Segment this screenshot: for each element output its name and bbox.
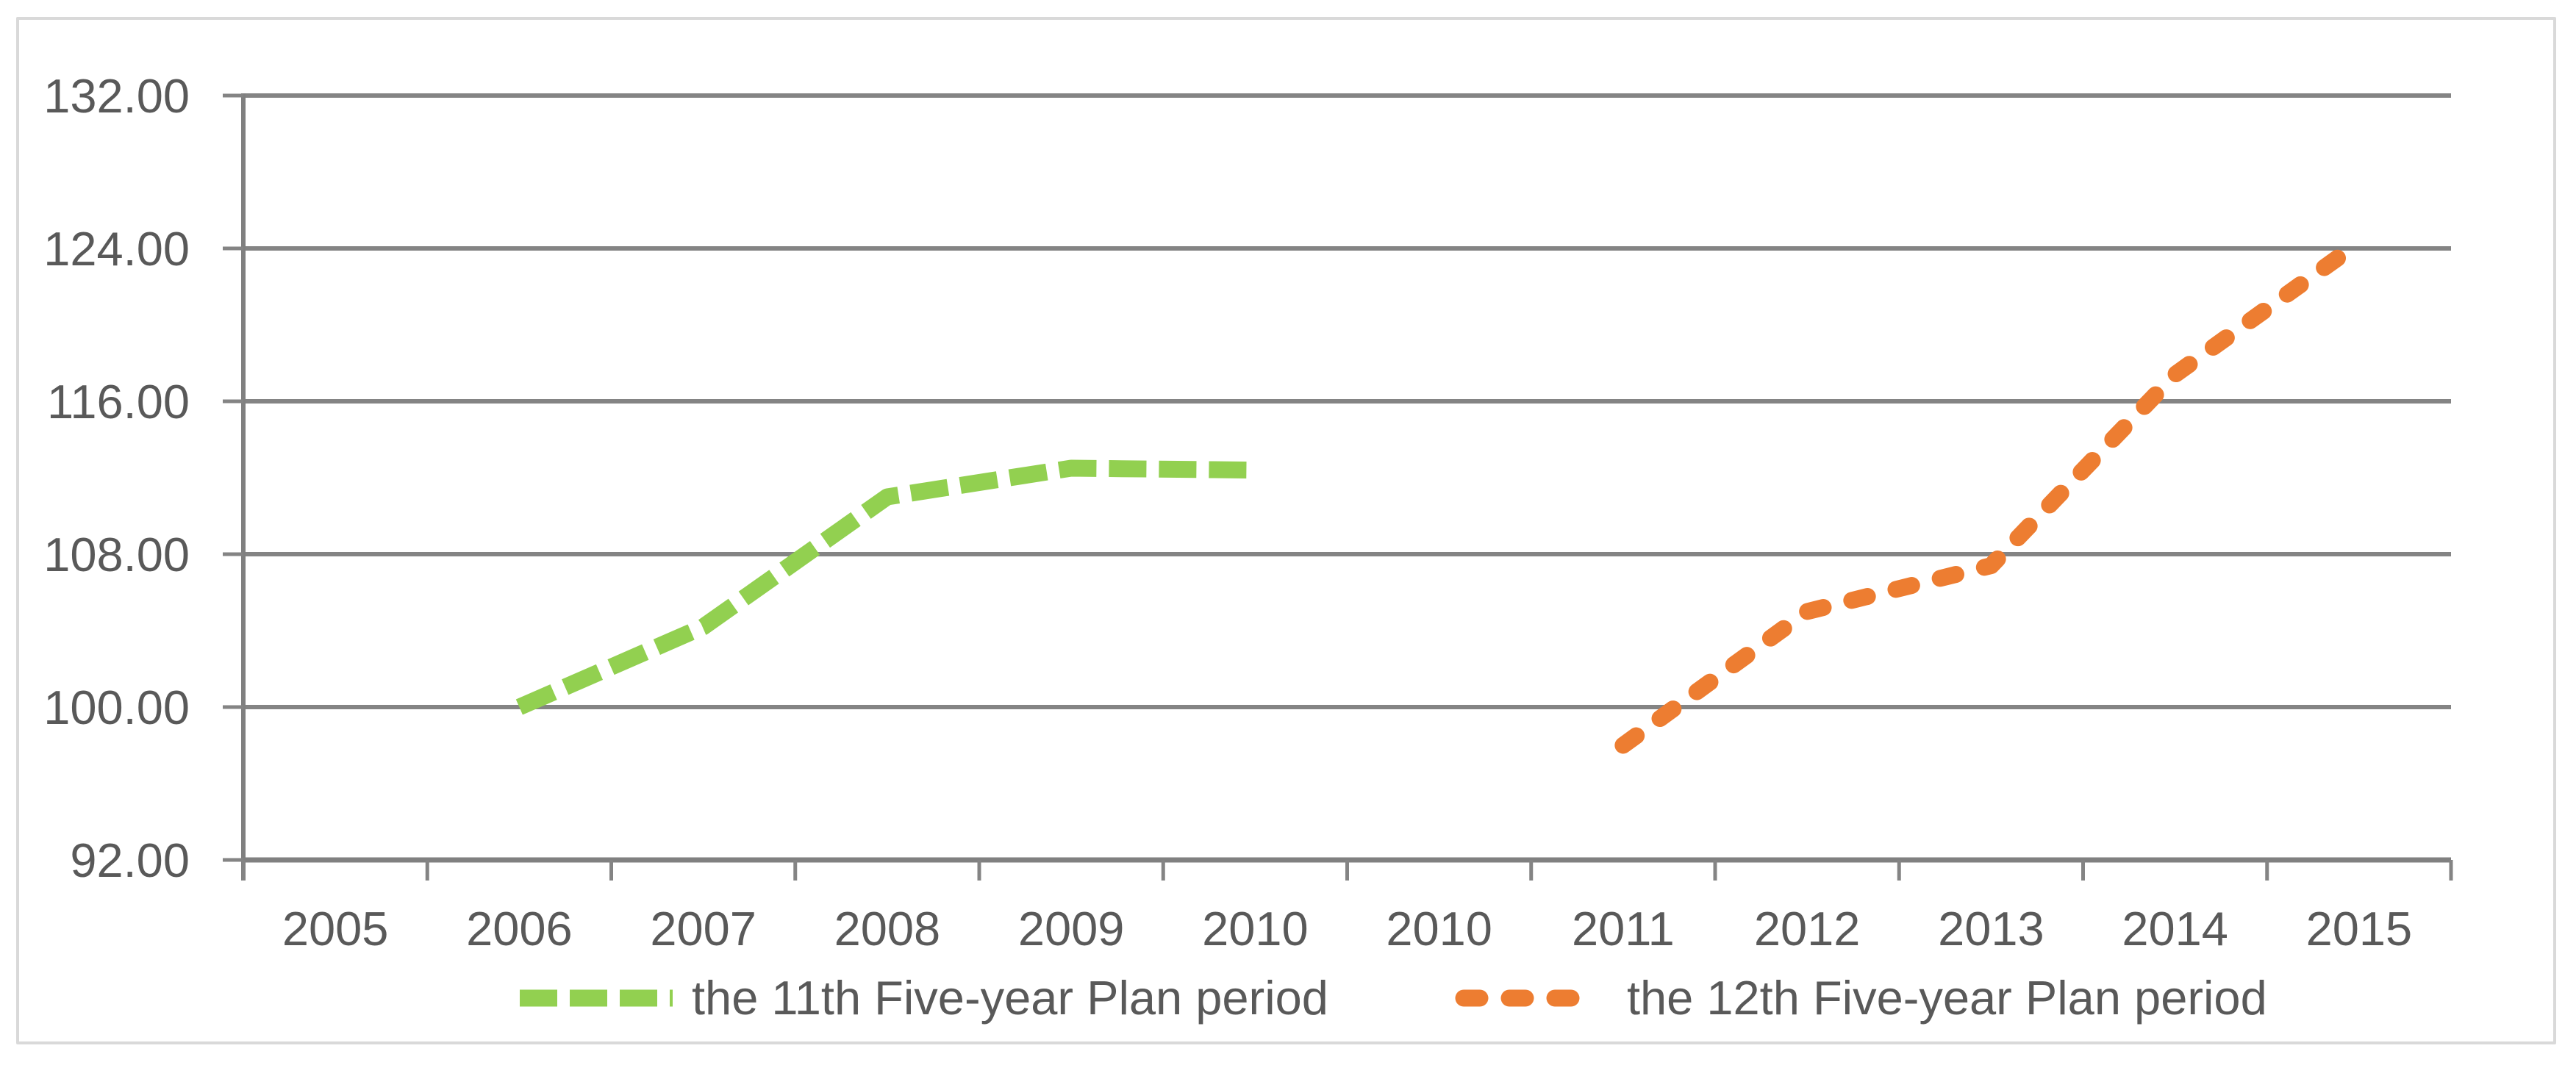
- y-axis-tick-label: 92.00: [70, 833, 190, 887]
- legend-item-12th-plan[interactable]: the 12th Five-year Plan period: [1453, 970, 2267, 1026]
- x-axis-tick-label: 2008: [834, 902, 941, 955]
- x-axis-tick-label: 2013: [1938, 902, 2044, 955]
- legend-dash-swatch-orange: [1455, 989, 1609, 1007]
- y-axis-tick-label: 100.00: [43, 681, 190, 734]
- legend-label-11th-plan: the 11th Five-year Plan period: [692, 971, 1328, 1025]
- x-axis-tick-label: 2012: [1754, 902, 1861, 955]
- legend-dash-swatch-green: [520, 989, 673, 1007]
- axes: [241, 93, 2451, 881]
- data-series: [515, 234, 2368, 754]
- y-axis-tick-label: 124.00: [43, 222, 190, 276]
- x-axis-tick-labels: 2005 2006 2007 2008 2009 2010 2010 2011 2012 2013…: [282, 902, 2412, 955]
- legend: the 11th Five-year Plan period the 12th …: [518, 970, 2267, 1026]
- series-line-12th-plan: [1614, 234, 2368, 754]
- x-axis-tick-label: 2005: [282, 902, 389, 955]
- y-axis-tick-label: 108.00: [43, 528, 190, 581]
- axis-ticks: [223, 93, 2453, 881]
- y-axis-tick-label: 132.00: [43, 69, 190, 123]
- legend-label-12th-plan: the 12th Five-year Plan period: [1626, 971, 2267, 1025]
- x-axis-tick-label: 2011: [1572, 902, 1675, 955]
- x-axis-tick-label: 2006: [466, 902, 573, 955]
- x-axis-tick-label: 2010: [1386, 902, 1492, 955]
- x-axis-tick-label: 2009: [1018, 902, 1125, 955]
- y-axis-tick-label: 116.00: [47, 375, 190, 428]
- series-line-11th-plan: [515, 459, 1256, 715]
- x-axis-tick-label: 2015: [2306, 902, 2413, 955]
- x-axis-tick-label: 2014: [2122, 902, 2228, 955]
- y-axis-tick-labels: 132.00 124.00 116.00 108.00 100.00 92.00: [43, 69, 190, 887]
- x-axis-tick-label: 2010: [1202, 902, 1309, 955]
- x-axis-tick-label: 2007: [650, 902, 756, 955]
- legend-item-11th-plan[interactable]: the 11th Five-year Plan period: [518, 970, 1328, 1026]
- gridlines: [243, 93, 2451, 862]
- chart-border: [16, 17, 2556, 1044]
